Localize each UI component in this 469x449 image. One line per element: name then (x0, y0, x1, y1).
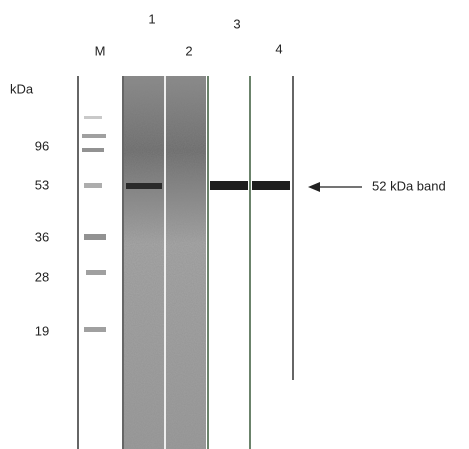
marker-bands (82, 116, 106, 332)
band (126, 183, 162, 189)
lane-texture (166, 76, 206, 449)
arrow-head (308, 182, 320, 192)
lane-label: 2 (185, 43, 192, 58)
marker-label: 28 (35, 269, 49, 284)
marker-band (84, 234, 106, 240)
marker-band (86, 270, 106, 275)
annotation: 52 kDa band (372, 178, 446, 193)
marker-label: 36 (35, 229, 49, 244)
lane-texture (124, 76, 164, 449)
marker-label: 19 (35, 323, 49, 338)
marker-label: 53 (35, 177, 49, 192)
band (252, 181, 290, 190)
marker-band (82, 134, 106, 138)
marker-band (84, 183, 102, 188)
gel-figure: M 1 2 3 4 kDa 96 53 36 28 19 52 kDa band (0, 0, 469, 449)
marker-label: 96 (35, 138, 49, 153)
marker-band (84, 327, 106, 332)
lane-label: 1 (148, 11, 155, 26)
lane-label: 3 (233, 16, 240, 31)
band (210, 181, 248, 190)
unit-label: kDa (10, 81, 34, 96)
lane-label: 4 (275, 41, 282, 56)
page: M 1 2 3 4 kDa 96 53 36 28 19 52 kDa band… (0, 0, 469, 449)
lane-label: M (95, 43, 106, 58)
marker-band (82, 148, 104, 152)
marker-band (84, 116, 102, 119)
